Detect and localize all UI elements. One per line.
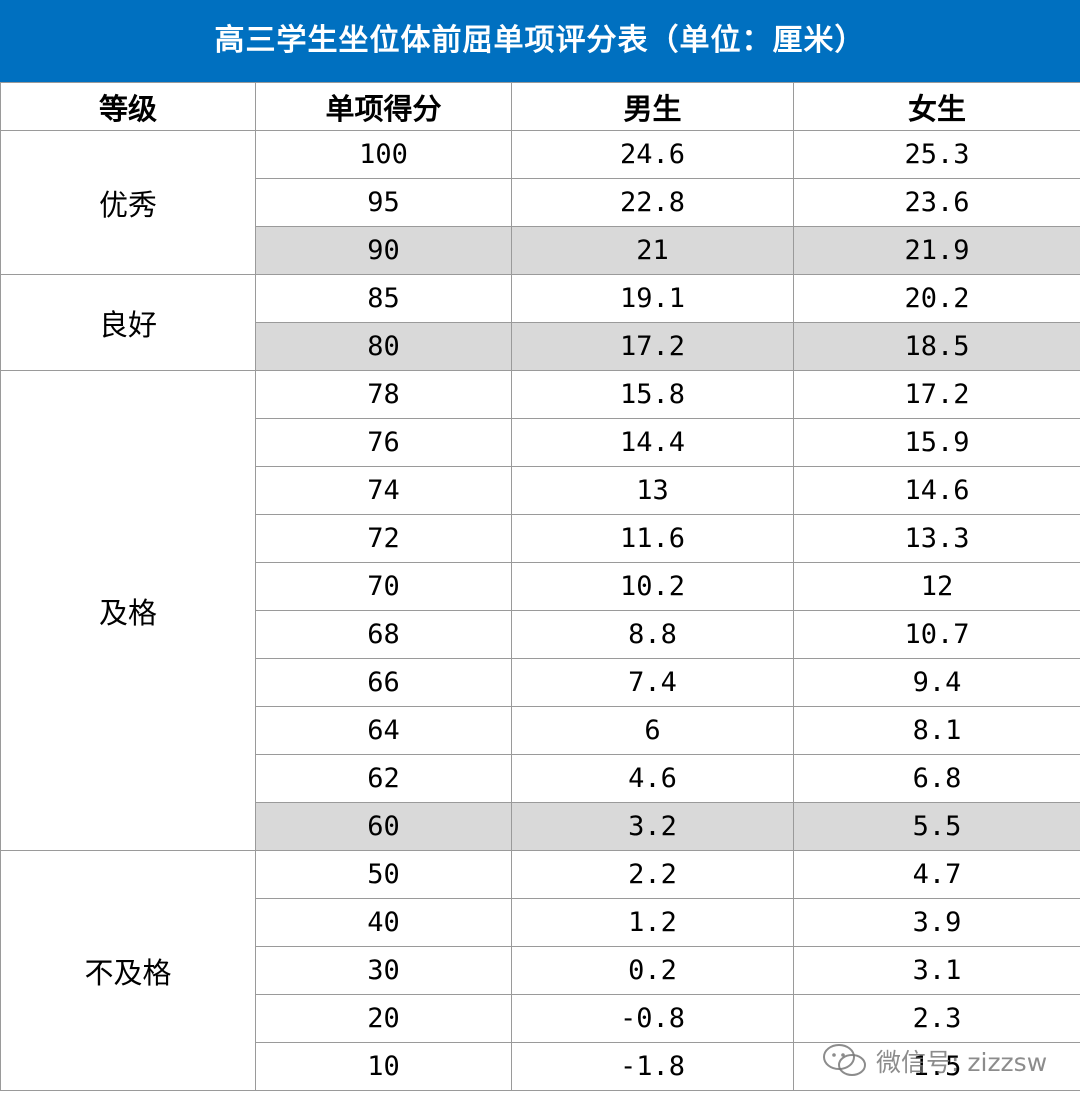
table-row: 62 4.6 6.8 [1,754,1080,803]
table-row: 不及格 50 2.2 4.7 [0,850,1080,1091]
male-value-cell: -0.8 [511,994,794,1043]
table-row: 10 -1.8 1.5 [1,1042,1080,1091]
score-cell: 90 [255,226,512,275]
header-female: 女生 [793,82,1080,131]
female-value-cell: 5.5 [793,802,1080,851]
score-cell: 85 [255,274,512,323]
female-value-cell: 23.6 [793,178,1080,227]
female-value-cell: 8.1 [793,706,1080,755]
header-grade: 等级 [0,82,256,131]
male-value-cell: 15.8 [511,370,794,419]
score-cell: 66 [255,658,512,707]
table-row: 80 17.2 18.5 [1,322,1080,371]
male-value-cell: 2.2 [511,850,794,899]
watermark: 微信号: zizzsw [822,1036,1072,1086]
male-value-cell: 3.2 [511,802,794,851]
header-score: 单项得分 [255,82,512,131]
table-row: 76 14.4 15.9 [1,418,1080,467]
grade-cell: 及格 [0,370,256,851]
male-value-cell: 10.2 [511,562,794,611]
table-row: 66 7.4 9.4 [1,658,1080,707]
female-value-cell: 21.9 [793,226,1080,275]
watermark-text: 微信号: zizzsw [876,1048,1048,1077]
score-table: 等级 单项得分 男生 女生 优秀 100 24.6 25.3 95 22.8 23.6 90 2… [0,82,1080,1091]
female-value-cell: 17.2 [793,370,1080,419]
grade-cell: 优秀 [0,130,256,275]
table-row: 74 13 14.6 [1,466,1080,515]
male-value-cell: 14.4 [511,418,794,467]
table-row: 及格 78 15.8 17.2 [0,370,1080,851]
grade-cell: 不及格 [0,850,256,1091]
male-value-cell: 7.4 [511,658,794,707]
male-value-cell: 11.6 [511,514,794,563]
score-cell: 20 [255,994,512,1043]
male-value-cell: 17.2 [511,322,794,371]
score-cell: 78 [255,370,512,419]
male-value-cell: 6 [511,706,794,755]
male-value-cell: 4.6 [511,754,794,803]
score-cell: 100 [255,130,512,179]
grade-cell: 良好 [0,274,256,371]
score-cell: 62 [255,754,512,803]
score-cell: 64 [255,706,512,755]
table-body: 优秀 100 24.6 25.3 95 22.8 23.6 90 21 21.9 良好 85 19.1 2… [0,130,1080,1091]
female-value-cell: 14.6 [793,466,1080,515]
female-value-cell: 6.8 [793,754,1080,803]
score-cell: 72 [255,514,512,563]
score-cell: 80 [255,322,512,371]
male-value-cell: 24.6 [511,130,794,179]
male-value-cell: 21 [511,226,794,275]
header-row: 等级 单项得分 男生 女生 [0,82,1080,131]
female-value-cell: 13.3 [793,514,1080,563]
score-cell: 40 [255,898,512,947]
header-male: 男生 [511,82,794,131]
female-value-cell: 1.5 [793,1042,1080,1091]
score-cell: 76 [255,418,512,467]
table-row: 良好 85 19.1 20.2 [0,274,1080,371]
female-value-cell: 10.7 [793,610,1080,659]
male-value-cell: 8.8 [511,610,794,659]
male-value-cell: 1.2 [511,898,794,947]
female-value-cell: 12 [793,562,1080,611]
female-value-cell: 3.9 [793,898,1080,947]
male-value-cell: 0.2 [511,946,794,995]
score-cell: 30 [255,946,512,995]
female-value-cell: 25.3 [793,130,1080,179]
male-value-cell: 13 [511,466,794,515]
female-value-cell: 20.2 [793,274,1080,323]
female-value-cell: 3.1 [793,946,1080,995]
score-cell: 70 [255,562,512,611]
female-value-cell: 4.7 [793,850,1080,899]
table-row: 90 21 21.9 [1,226,1080,275]
table-row: 95 22.8 23.6 [1,178,1080,227]
score-cell: 74 [255,466,512,515]
table-row: 70 10.2 12 [1,562,1080,611]
table-row: 优秀 100 24.6 25.3 [0,130,1080,275]
score-cell: 10 [255,1042,512,1091]
table-row: 40 1.2 3.9 [1,898,1080,947]
score-cell: 60 [255,802,512,851]
table-title: 高三学生坐位体前屈单项评分表（单位：厘米） [0,0,1080,82]
table-row: 20 -0.8 2.3 [1,994,1080,1043]
male-value-cell: 22.8 [511,178,794,227]
score-cell: 50 [255,850,512,899]
female-value-cell: 18.5 [793,322,1080,371]
female-value-cell: 15.9 [793,418,1080,467]
score-cell: 68 [255,610,512,659]
male-value-cell: 19.1 [511,274,794,323]
wechat-icon [823,1044,866,1076]
table-row: 30 0.2 3.1 [1,946,1080,995]
male-value-cell: -1.8 [511,1042,794,1091]
female-value-cell: 9.4 [793,658,1080,707]
score-cell: 95 [255,178,512,227]
